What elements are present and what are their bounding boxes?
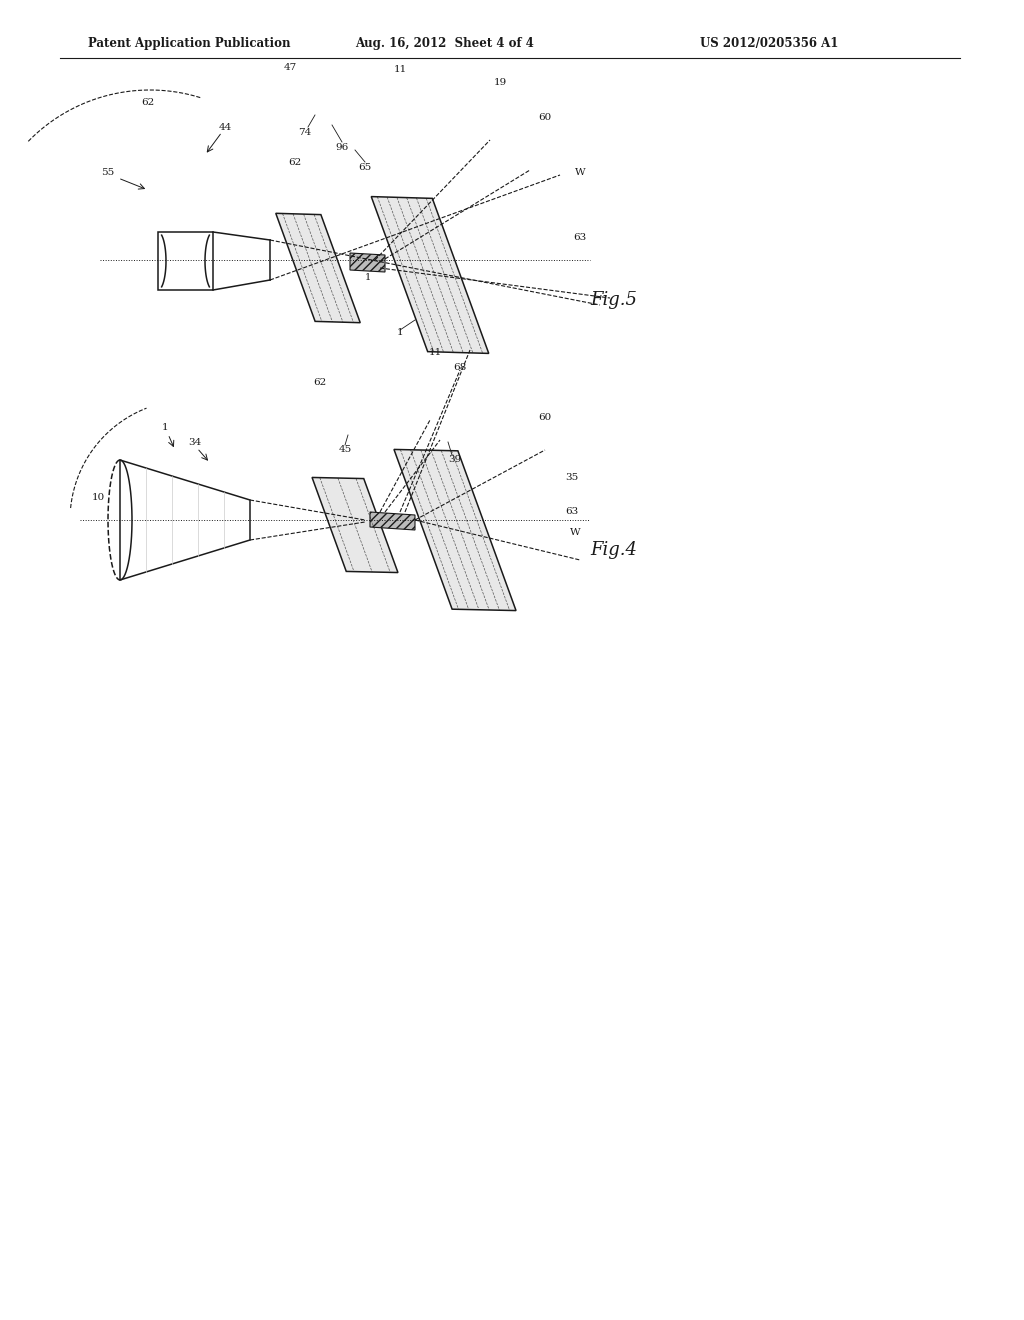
Text: 10: 10 (91, 492, 104, 502)
Polygon shape (372, 197, 488, 354)
Text: Fig.4: Fig.4 (590, 541, 637, 558)
Text: 35: 35 (565, 473, 579, 482)
Text: 63: 63 (565, 507, 579, 516)
Polygon shape (312, 478, 398, 573)
Text: 11: 11 (428, 348, 441, 356)
Text: 39: 39 (449, 455, 462, 465)
Polygon shape (275, 214, 360, 322)
Text: US 2012/0205356 A1: US 2012/0205356 A1 (700, 37, 839, 50)
Text: 63: 63 (573, 234, 587, 242)
Text: 62: 62 (313, 378, 327, 387)
Text: 62: 62 (141, 98, 155, 107)
Text: 11: 11 (393, 65, 407, 74)
Text: 62: 62 (289, 158, 302, 168)
Bar (158, 232, 213, 290)
Text: 65: 65 (358, 162, 372, 172)
Text: W: W (574, 168, 586, 177)
Text: Patent Application Publication: Patent Application Publication (88, 37, 291, 50)
Text: Fig.5: Fig.5 (590, 290, 637, 309)
Text: 34: 34 (188, 438, 202, 447)
Text: 1: 1 (396, 327, 403, 337)
Text: 74: 74 (298, 128, 311, 137)
Text: 1: 1 (162, 422, 168, 432)
Text: 44: 44 (218, 123, 231, 132)
Polygon shape (394, 449, 516, 611)
Text: 60: 60 (539, 114, 552, 121)
Text: 68: 68 (454, 363, 467, 372)
Text: W: W (569, 528, 581, 537)
Text: 47: 47 (284, 63, 297, 73)
Polygon shape (350, 253, 385, 272)
Text: 1: 1 (365, 273, 371, 282)
Text: Aug. 16, 2012  Sheet 4 of 4: Aug. 16, 2012 Sheet 4 of 4 (355, 37, 534, 50)
Text: 96: 96 (336, 143, 348, 152)
Text: 19: 19 (494, 78, 507, 87)
Text: 45: 45 (338, 445, 351, 454)
Text: 60: 60 (539, 413, 552, 422)
Text: 55: 55 (101, 168, 115, 177)
Polygon shape (370, 512, 415, 531)
